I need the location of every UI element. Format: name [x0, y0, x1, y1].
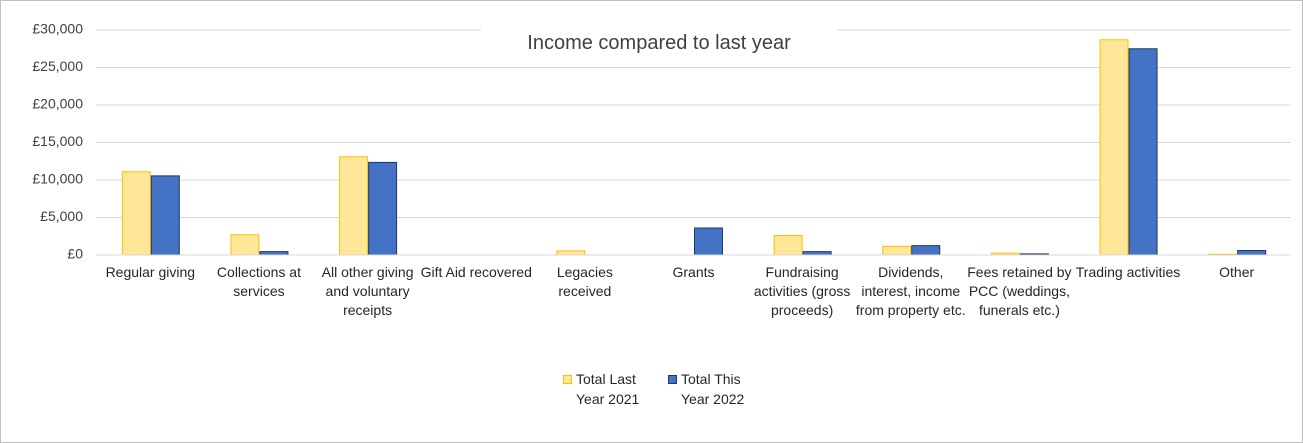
y-tick-label: £0: [67, 246, 83, 262]
legend-label: Total Last Year 2021: [576, 371, 640, 407]
y-tick-label: £25,000: [32, 58, 83, 74]
x-tick-label: Dividends, interest, income from propert…: [855, 264, 966, 318]
y-tick-label: £30,000: [32, 21, 83, 37]
y-tick-label: £5,000: [40, 208, 83, 224]
chart-title: Income compared to last year: [481, 29, 837, 57]
x-tick-label: Grants: [672, 264, 715, 280]
x-tick-label: Gift Aid recovered: [420, 264, 532, 280]
x-tick-label: Collections at services: [216, 264, 301, 299]
y-tick-label: £20,000: [32, 96, 83, 112]
bar: [121, 171, 151, 256]
legend-swatch: [563, 375, 572, 384]
bar: [694, 227, 723, 256]
x-tick-label: Other: [1219, 264, 1255, 280]
bar: [368, 161, 398, 256]
x-tick-label: Fundraising activities (gross proceeds): [753, 264, 851, 318]
bar: [1237, 250, 1267, 256]
bar: [802, 251, 832, 256]
bar: [1128, 48, 1158, 256]
bar: [230, 234, 260, 256]
x-tick-label: Regular giving: [105, 264, 196, 280]
legend-label: Total This Year 2022: [681, 371, 745, 407]
bar: [259, 251, 289, 256]
bar: [150, 175, 180, 256]
x-tick-label: Legacies received: [556, 264, 613, 299]
bar: [1099, 39, 1129, 256]
legend-swatch: [668, 375, 677, 384]
bar: [882, 245, 912, 256]
y-tick-label: £10,000: [32, 171, 83, 187]
x-tick-label: All other giving and voluntary receipts: [321, 264, 414, 318]
bar: [556, 250, 586, 256]
x-tick-label: Fees retained by PCC (weddings, funerals…: [967, 264, 1072, 318]
x-tick-label: Trading activities: [1075, 264, 1181, 280]
bar: [911, 245, 941, 256]
y-tick-label: £15,000: [32, 133, 83, 149]
bar: [773, 235, 803, 256]
bar: [339, 156, 369, 256]
